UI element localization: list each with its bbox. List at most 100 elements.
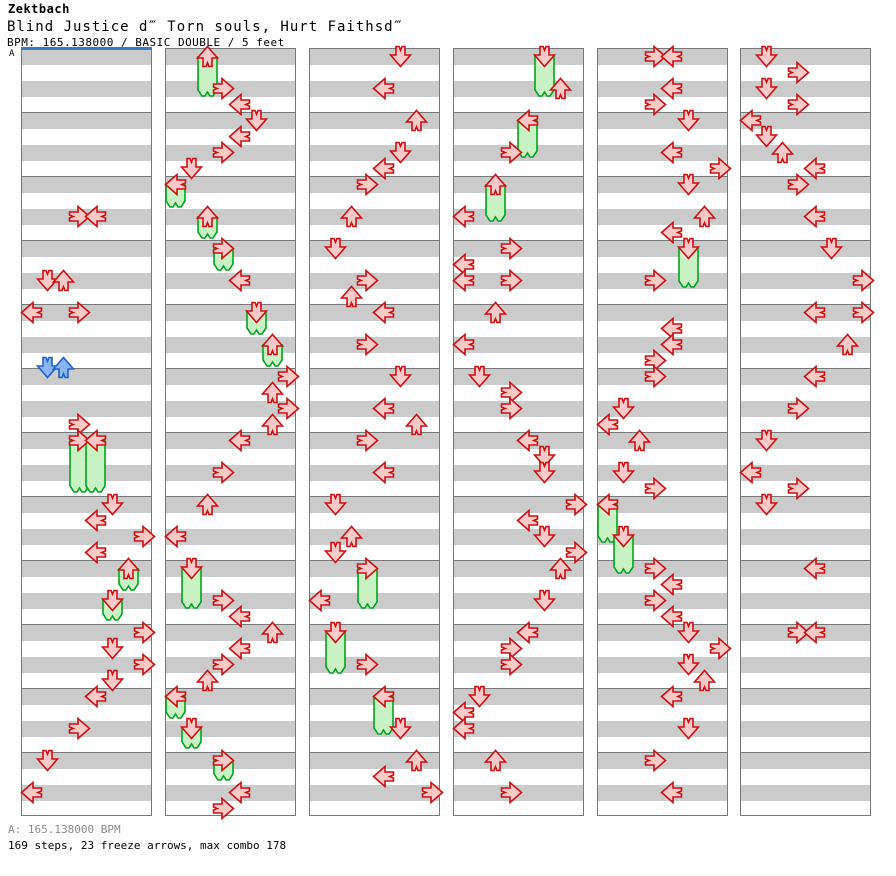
note-arrow-right bbox=[787, 476, 810, 500]
note-arrow-right bbox=[500, 140, 523, 164]
freeze-arrow-head-down bbox=[179, 717, 203, 740]
note-arrow-right bbox=[565, 540, 588, 564]
note-arrow-left bbox=[451, 252, 475, 276]
note-arrow-right bbox=[787, 620, 810, 644]
note-arrow-down bbox=[179, 157, 203, 180]
freeze-arrow-head-right bbox=[212, 748, 235, 772]
note-arrow-left bbox=[660, 76, 683, 100]
footer-stats: 169 steps, 23 freeze arrows, max combo 1… bbox=[8, 839, 287, 852]
note-arrow-left bbox=[660, 572, 683, 596]
note-arrow-left bbox=[19, 780, 43, 804]
note-arrow-left bbox=[451, 332, 475, 356]
chart-panel-6 bbox=[738, 45, 875, 816]
freeze-arrow-body bbox=[372, 695, 395, 736]
note-arrow-up bbox=[692, 204, 716, 228]
note-arrow-down bbox=[100, 493, 124, 516]
freeze-arrow-head-right bbox=[212, 236, 235, 260]
note-arrow-up bbox=[51, 268, 75, 292]
note-arrow-right bbox=[644, 556, 667, 580]
note-arrow-right bbox=[644, 588, 667, 612]
note-arrow-left bbox=[228, 636, 251, 660]
note-arrow-up bbox=[404, 108, 428, 132]
note-arrow-left bbox=[372, 396, 395, 420]
note-arrow-up bbox=[339, 204, 363, 228]
freeze-arrow-head-up bbox=[195, 204, 219, 228]
note-arrow-right bbox=[644, 268, 667, 292]
note-arrow-down bbox=[323, 493, 347, 516]
freeze-arrow-body bbox=[356, 567, 379, 610]
note-arrow-right bbox=[212, 588, 235, 612]
note-arrow-right bbox=[565, 492, 588, 516]
note-arrow-right bbox=[212, 140, 235, 164]
freeze-arrow-body bbox=[324, 631, 347, 675]
note-arrow-left bbox=[451, 700, 475, 724]
note-arrow-left bbox=[19, 300, 43, 324]
freeze-arrow-head-right bbox=[68, 428, 91, 452]
note-arrow-right bbox=[133, 524, 156, 548]
note-arrow-down bbox=[323, 541, 347, 564]
note-arrow-up bbox=[339, 524, 363, 548]
note-arrow-down bbox=[532, 525, 556, 548]
note-arrow-right bbox=[133, 652, 156, 676]
note-arrow-left bbox=[372, 156, 395, 180]
note-arrow-down bbox=[467, 685, 491, 708]
note-arrow-right bbox=[356, 172, 379, 196]
freeze-arrow-head-left bbox=[163, 172, 187, 196]
freeze-arrow-body bbox=[612, 535, 635, 575]
freeze-arrow-head-up bbox=[260, 332, 284, 356]
note-arrow-right bbox=[709, 636, 732, 660]
note-arrow-right bbox=[709, 156, 732, 180]
note-arrow-left bbox=[595, 412, 619, 436]
freeze-arrow-head-down bbox=[323, 621, 347, 644]
note-arrow-right bbox=[787, 60, 810, 84]
chart-panel-3 bbox=[307, 45, 444, 816]
bpm-marker-line bbox=[21, 47, 152, 50]
freeze-arrow-head-down bbox=[676, 237, 700, 260]
note-arrow-right bbox=[644, 44, 667, 68]
note-arrow-left bbox=[451, 716, 475, 740]
freeze-arrow-head-down bbox=[244, 301, 268, 324]
note-arrow-down bbox=[676, 173, 700, 196]
note-arrow-up bbox=[339, 284, 363, 308]
note-arrow-right bbox=[212, 76, 235, 100]
note-arrow-left bbox=[660, 332, 683, 356]
note-arrow-up bbox=[195, 492, 219, 516]
freeze-arrow-head-up bbox=[483, 172, 507, 196]
freeze-arrow-head-down bbox=[179, 557, 203, 580]
note-arrow-left bbox=[228, 780, 251, 804]
note-arrow-left bbox=[660, 684, 683, 708]
note-arrow-right bbox=[133, 620, 156, 644]
note-arrow-down bbox=[100, 637, 124, 660]
note-arrow-left bbox=[84, 684, 107, 708]
note-arrow-left bbox=[738, 108, 762, 132]
note-arrow-left bbox=[451, 268, 475, 292]
note-arrow-left bbox=[803, 204, 826, 228]
note-arrow-down bbox=[100, 669, 124, 692]
note-arrow-right bbox=[500, 652, 523, 676]
freeze-arrow-head-up bbox=[116, 556, 140, 580]
note-arrow-up bbox=[627, 428, 651, 452]
note-arrow-down bbox=[323, 237, 347, 260]
song-title: Blind Justice d‴ Torn souls, Hurt Faiths… bbox=[7, 19, 404, 35]
note-arrow-left bbox=[84, 204, 107, 228]
note-arrow-left bbox=[660, 780, 683, 804]
note-arrow-up bbox=[692, 668, 716, 692]
note-arrow-up bbox=[548, 556, 572, 580]
note-arrow-left bbox=[84, 508, 107, 532]
note-arrow-right bbox=[277, 364, 300, 388]
note-arrow-down bbox=[754, 429, 778, 452]
freeze-arrow-head-up bbox=[195, 44, 219, 68]
note-arrow-right bbox=[500, 236, 523, 260]
note-arrow-left bbox=[738, 460, 762, 484]
freeze-arrow-head-right bbox=[356, 556, 379, 580]
chart-panel-4 bbox=[451, 45, 588, 816]
eighth-note-arrow-down bbox=[35, 356, 59, 379]
note-arrow-up bbox=[770, 140, 794, 164]
note-arrow-down bbox=[754, 493, 778, 516]
freeze-arrow-head-left bbox=[163, 684, 187, 708]
note-arrow-right bbox=[421, 780, 444, 804]
note-arrow-right bbox=[356, 332, 379, 356]
note-arrow-right bbox=[500, 268, 523, 292]
freeze-arrow-body bbox=[596, 503, 619, 544]
